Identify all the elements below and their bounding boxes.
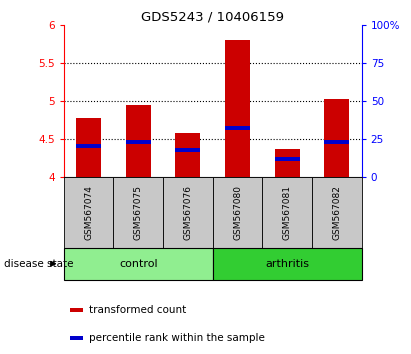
Bar [76, 144, 101, 148]
Bar [312, 177, 362, 248]
Bar [163, 177, 213, 248]
Bar [113, 177, 163, 248]
Text: GSM567080: GSM567080 [233, 185, 242, 240]
Text: GSM567075: GSM567075 [134, 185, 143, 240]
Text: percentile rank within the sample: percentile rank within the sample [89, 333, 265, 343]
Bar [126, 105, 150, 177]
Text: GSM567074: GSM567074 [84, 185, 93, 240]
Bar [213, 248, 362, 280]
Bar [213, 177, 262, 248]
Text: control: control [119, 259, 157, 269]
Bar [64, 248, 213, 280]
Bar [324, 99, 349, 177]
Bar [76, 118, 101, 177]
Text: arthritis: arthritis [265, 259, 309, 269]
Bar [175, 148, 200, 152]
Bar [69, 308, 83, 312]
Bar [225, 126, 250, 130]
Bar [324, 141, 349, 144]
Text: transformed count: transformed count [89, 305, 186, 315]
Bar [175, 133, 200, 177]
Text: disease state: disease state [4, 259, 74, 269]
Title: GDS5243 / 10406159: GDS5243 / 10406159 [141, 11, 284, 24]
Bar [275, 149, 300, 177]
Text: GSM567076: GSM567076 [183, 185, 192, 240]
Bar [225, 40, 250, 177]
Bar [262, 177, 312, 248]
Text: GSM567081: GSM567081 [283, 185, 292, 240]
Bar [126, 140, 150, 143]
Bar [64, 177, 113, 248]
Text: GSM567082: GSM567082 [332, 185, 342, 240]
Bar [275, 157, 300, 161]
Bar [69, 336, 83, 340]
